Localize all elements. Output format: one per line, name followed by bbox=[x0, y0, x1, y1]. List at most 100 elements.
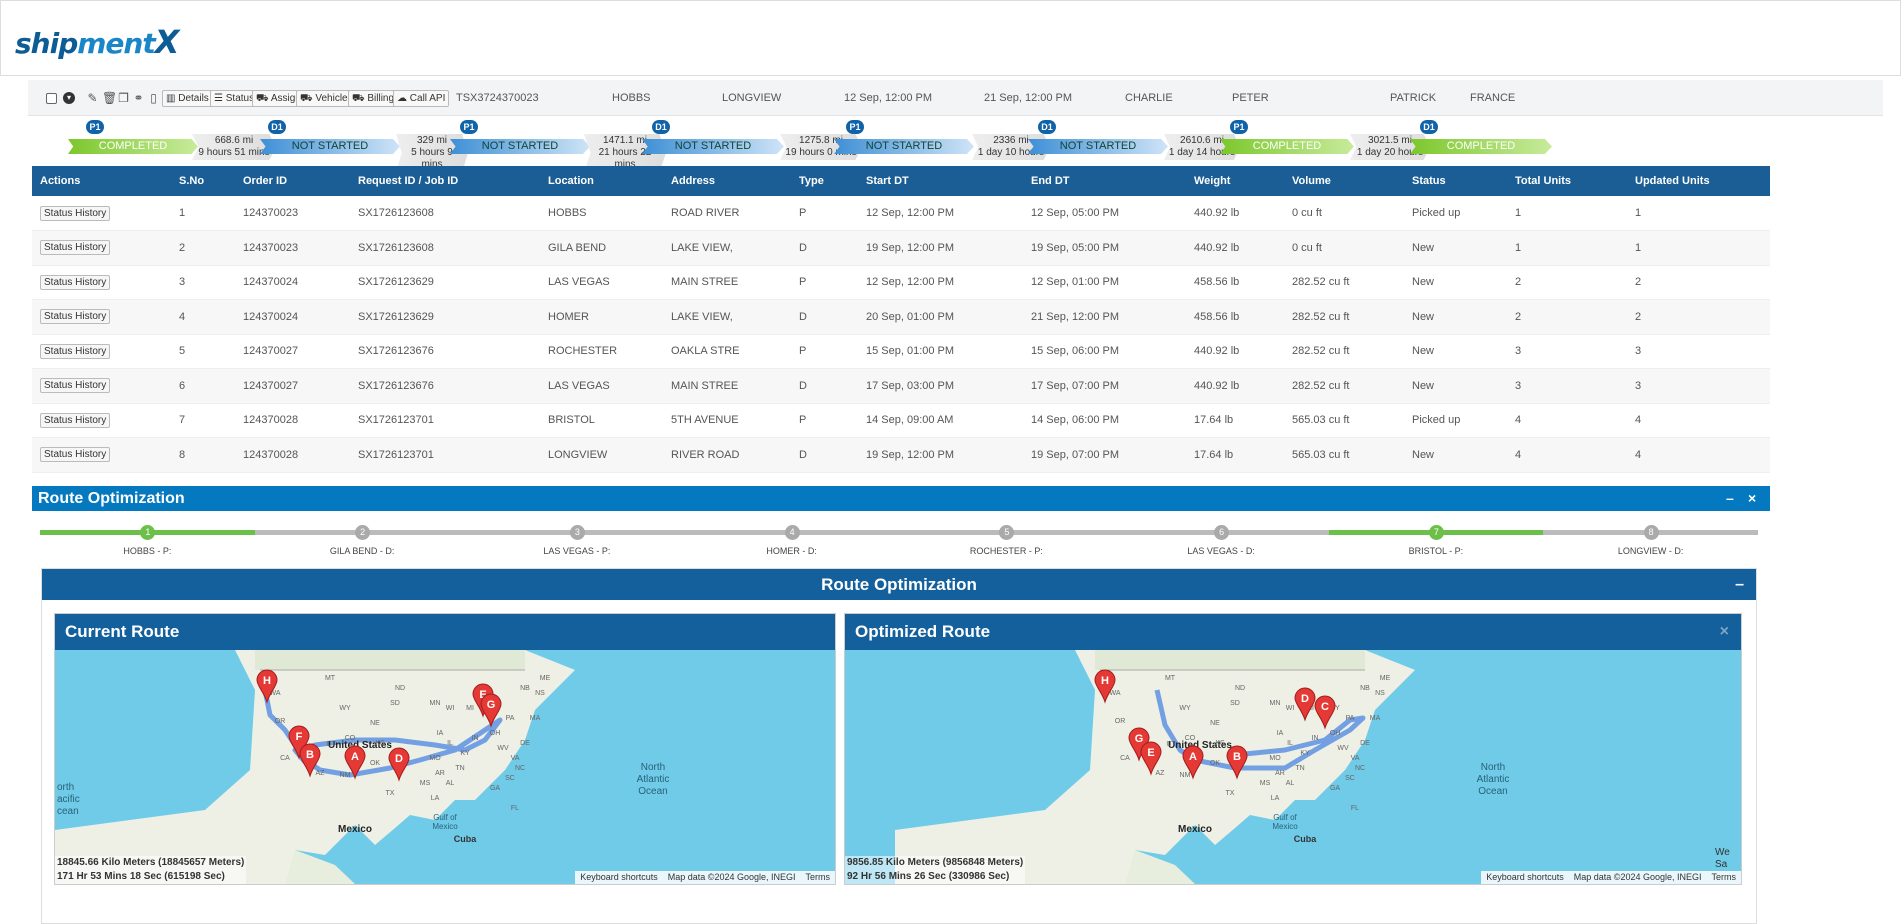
ocean-label: North bbox=[641, 762, 665, 773]
table-cell: 3 bbox=[1627, 334, 1770, 369]
table-cell: 1 bbox=[1627, 196, 1770, 231]
expand-toggle-icon[interactable]: ▾ bbox=[63, 92, 75, 104]
status-history-button[interactable]: Status History bbox=[40, 205, 111, 221]
minimize-button[interactable]: – bbox=[1726, 490, 1734, 506]
stage-badge: D1 bbox=[268, 120, 286, 134]
step-dot[interactable]: 5 bbox=[999, 525, 1015, 540]
table-cell: 282.52 cu ft bbox=[1284, 334, 1404, 369]
map-marker[interactable]: B bbox=[299, 743, 321, 778]
step-dot[interactable]: 2 bbox=[355, 525, 371, 540]
col-request-id: Request ID / Job ID bbox=[350, 166, 540, 196]
step-dot[interactable]: 3 bbox=[569, 525, 585, 540]
status-history-button[interactable]: Status History bbox=[40, 378, 111, 394]
table-cell: 4 bbox=[1507, 437, 1627, 473]
status-history-button[interactable]: Status History bbox=[40, 412, 111, 428]
table-cell: 0 cu ft bbox=[1284, 230, 1404, 266]
table-cell: 5 bbox=[171, 334, 235, 369]
table-cell: 124370028 bbox=[235, 437, 350, 473]
edit-icon[interactable]: ✎ bbox=[87, 91, 98, 105]
map-marker[interactable]: D bbox=[388, 747, 410, 782]
land-mexico bbox=[285, 850, 355, 884]
gulf-label: Mexico bbox=[1272, 822, 1298, 831]
status-history-button[interactable]: Status History bbox=[40, 274, 111, 290]
step-dot[interactable]: 8 bbox=[1643, 525, 1659, 540]
table-cell: LAS VEGAS bbox=[540, 265, 663, 300]
stage-badge: P1 bbox=[1230, 120, 1248, 134]
state-label: GA bbox=[1330, 785, 1340, 792]
stops-table: Actions S.No Order ID Request ID / Job I… bbox=[32, 166, 1770, 473]
table-cell: LONGVIEW bbox=[540, 437, 663, 473]
close-button[interactable]: × bbox=[1748, 490, 1757, 506]
col-actions: Actions bbox=[32, 166, 171, 196]
copy-icon[interactable]: ❐ bbox=[118, 91, 129, 105]
stage-status: NOT STARTED bbox=[642, 139, 784, 154]
map-marker[interactable]: B bbox=[1226, 745, 1248, 780]
state-label: CO bbox=[345, 735, 356, 742]
map-marker[interactable]: D bbox=[1294, 687, 1316, 722]
terms-link[interactable]: Terms bbox=[1711, 872, 1737, 882]
delete-icon[interactable]: 🗑 bbox=[102, 91, 118, 105]
table-cell: SX1726123608 bbox=[350, 230, 540, 266]
route-optimization-panel: Route Optimization – Current Route Unite… bbox=[41, 568, 1757, 924]
table-cell: 124370027 bbox=[235, 368, 350, 404]
vehicles-button[interactable]: ⛟ Vehicles bbox=[296, 90, 357, 107]
step-label: LAS VEGAS - P: bbox=[543, 546, 611, 556]
map-marker[interactable]: F bbox=[288, 725, 310, 760]
table-cell: 3 bbox=[1507, 368, 1627, 404]
svg-text:G: G bbox=[1135, 733, 1144, 745]
step-dot[interactable]: 4 bbox=[784, 525, 800, 540]
map-marker[interactable]: C bbox=[1314, 695, 1336, 730]
step-dot[interactable]: 1 bbox=[140, 525, 156, 540]
state-label: MN bbox=[430, 700, 441, 707]
table-cell: 124370024 bbox=[235, 265, 350, 300]
keyboard-shortcuts-link[interactable]: Keyboard shortcuts bbox=[1486, 872, 1564, 882]
table-cell: 17 Sep, 07:00 PM bbox=[1023, 368, 1186, 404]
country-label: United States bbox=[328, 740, 392, 751]
table-cell: 20 Sep, 01:00 PM bbox=[858, 299, 1023, 335]
state-label: ND bbox=[1235, 685, 1245, 692]
details-button[interactable]: ▥ Details bbox=[162, 90, 213, 107]
status-history-button[interactable]: Status History bbox=[40, 309, 111, 325]
table-cell: 15 Sep, 06:00 PM bbox=[1023, 334, 1186, 369]
document-icon[interactable]: ▯ bbox=[150, 91, 157, 105]
step-dot[interactable]: 6 bbox=[1214, 525, 1230, 540]
state-label: DE bbox=[1360, 740, 1370, 747]
current-route-map[interactable]: United States Mexico North Atlantic Ocean Gul… bbox=[55, 650, 835, 884]
map-marker[interactable]: G bbox=[480, 693, 502, 728]
map-marker[interactable]: E bbox=[1140, 741, 1162, 776]
map-marker[interactable]: H bbox=[1094, 669, 1116, 704]
state-label: AL bbox=[1286, 780, 1295, 787]
keyboard-shortcuts-link[interactable]: Keyboard shortcuts bbox=[580, 872, 658, 882]
state-label: WA bbox=[269, 690, 280, 697]
optimized-close-button[interactable]: × bbox=[1719, 623, 1729, 640]
map-marker[interactable]: A bbox=[344, 745, 366, 780]
land-mexico bbox=[1125, 850, 1195, 884]
terms-link[interactable]: Terms bbox=[805, 872, 831, 882]
step-dot[interactable]: 7 bbox=[1428, 525, 1444, 540]
inner-minimize-button[interactable]: – bbox=[1735, 576, 1744, 593]
state-label: SD bbox=[390, 700, 400, 707]
table-cell: 12 Sep, 01:00 PM bbox=[1023, 265, 1186, 300]
shipment-summary-row: ▾ ✎ 🗑 ❐ ⚭ ▯ ▥ Details ☰ Status ⛟ Assign … bbox=[28, 80, 1883, 116]
status-history-button[interactable]: Status History bbox=[40, 447, 111, 463]
col-type: Type bbox=[791, 166, 858, 196]
status-history-button[interactable]: Status History bbox=[40, 343, 111, 359]
map-marker[interactable]: A bbox=[1182, 745, 1204, 780]
billing-button[interactable]: ⛟ Billing bbox=[348, 90, 399, 107]
shipmentx-logo[interactable]: shipmentX bbox=[15, 23, 179, 61]
select-checkbox[interactable] bbox=[46, 93, 57, 104]
person-4: FRANCE bbox=[1470, 92, 1516, 104]
status-history-button[interactable]: Status History bbox=[40, 240, 111, 256]
table-cell: 1 bbox=[1627, 230, 1770, 266]
col-start-dt: Start DT bbox=[858, 166, 1023, 196]
actions-cell: Status History bbox=[32, 265, 171, 300]
table-cell: New bbox=[1404, 230, 1507, 266]
status-button[interactable]: ☰ Status bbox=[210, 90, 259, 107]
optimized-route-map[interactable]: United States Mexico North Atlantic Ocean Gul… bbox=[845, 650, 1741, 884]
map-marker[interactable]: H bbox=[256, 669, 278, 704]
table-cell: 19 Sep, 07:00 PM bbox=[1023, 437, 1186, 473]
link-icon[interactable]: ⚭ bbox=[133, 91, 144, 105]
country-label: United States bbox=[1168, 740, 1232, 751]
call-api-button[interactable]: ☁ Call API bbox=[393, 90, 450, 107]
state-label: IL bbox=[1287, 740, 1293, 747]
